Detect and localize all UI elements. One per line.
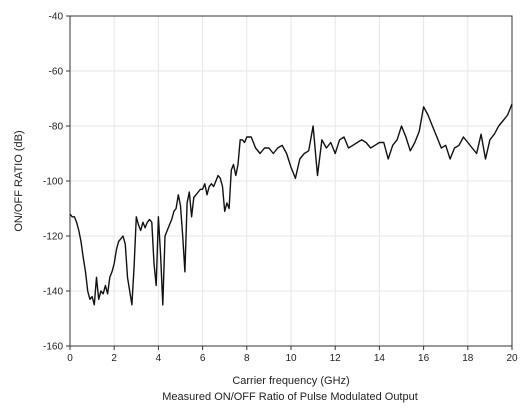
- y-tick-label: -40: [49, 12, 64, 23]
- x-tick-label: 4: [156, 353, 162, 364]
- x-tick-label: 8: [244, 353, 250, 364]
- x-tick-label: 18: [462, 353, 474, 364]
- ticks: 0 2 4 6 8 10 12 14 16 18 20 -160 -140 -120 -100 -80 -60 -…: [43, 12, 518, 365]
- x-tick-label: 10: [285, 353, 297, 364]
- x-tick-label: 6: [200, 353, 206, 364]
- x-tick-label: 14: [374, 353, 386, 364]
- x-tick-label: 2: [111, 353, 117, 364]
- x-axis-label: Carrier frequency (GHz): [232, 375, 349, 387]
- x-tick-label: 16: [418, 353, 430, 364]
- x-tick-label: 0: [67, 353, 73, 364]
- y-tick-label: -80: [49, 122, 64, 133]
- y-tick-label: -140: [43, 287, 63, 298]
- y-tick-label: -100: [43, 177, 63, 188]
- y-axis-label: ON/OFF RATIO (dB): [13, 130, 25, 231]
- chart-caption: Measured ON/OFF Ratio of Pulse Modulated…: [162, 391, 418, 403]
- y-tick-label: -120: [43, 232, 63, 243]
- series-line: [69, 103, 513, 306]
- y-tick-label: -60: [49, 67, 64, 78]
- x-tick-label: 20: [506, 353, 518, 364]
- y-tick-label: -160: [43, 342, 63, 353]
- grid: [69, 15, 513, 347]
- x-tick-label: 12: [330, 353, 342, 364]
